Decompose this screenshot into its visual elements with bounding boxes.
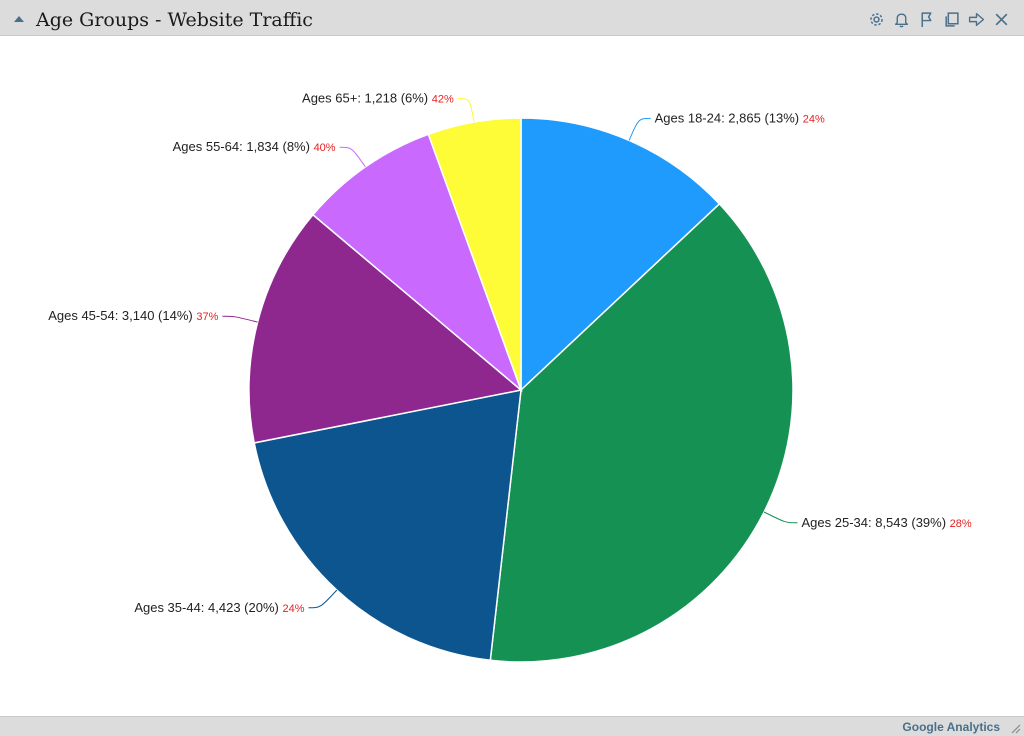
data-label-text: Ages 65+: 1,218 (6%) <box>302 91 432 106</box>
window-title: Age Groups - Website Traffic <box>36 9 313 31</box>
data-label-ages-55-64: Ages 55-64: 1,834 (8%) 40% <box>173 139 336 154</box>
connector-ages-65 <box>457 98 475 123</box>
pie-slice-ages-65[interactable] <box>427 117 522 391</box>
forward-icon[interactable] <box>967 10 985 28</box>
data-label-extra: 24% <box>282 603 304 615</box>
data-label-extra: 24% <box>803 113 825 125</box>
connector-ages-18-24 <box>628 117 651 141</box>
pie-slice-ages-55-64[interactable] <box>311 133 523 393</box>
data-label-extra: 40% <box>314 142 336 154</box>
resize-grip-icon[interactable] <box>1009 722 1021 734</box>
data-label-extra: 37% <box>196 311 218 323</box>
data-label-ages-18-24: Ages 18-24: 2,865 (13%) 24% <box>655 110 825 125</box>
bell-icon[interactable] <box>892 10 910 28</box>
pie-chart: Ages 18-24: 2,865 (13%) 24% Ages 25-34: 8… <box>48 91 972 663</box>
pie-slice-ages-25-34[interactable] <box>489 202 794 663</box>
footer-bar: Google Analytics <box>0 716 1024 736</box>
close-icon[interactable] <box>992 10 1010 28</box>
data-label-text: Ages 55-64: 1,834 (8%) <box>173 139 314 154</box>
pie-slice-ages-18-24[interactable] <box>520 117 721 392</box>
toolbar <box>867 10 1010 28</box>
data-label-ages-45-54: Ages 45-54: 3,140 (14%) 37% <box>48 308 218 323</box>
data-label-text: Ages 45-54: 3,140 (14%) <box>48 308 196 323</box>
gear-icon[interactable] <box>867 10 885 28</box>
data-label-text: Ages 25-34: 8,543 (39%) <box>802 515 950 530</box>
connector-ages-55-64 <box>339 146 366 168</box>
data-label-ages-25-34: Ages 25-34: 8,543 (39%) 28% <box>802 515 972 530</box>
data-label-ages-65: Ages 65+: 1,218 (6%) 42% <box>302 91 454 106</box>
flag-icon[interactable] <box>917 10 935 28</box>
pie-slice-ages-35-44[interactable] <box>253 389 522 662</box>
pie-slice-ages-45-54[interactable] <box>248 213 523 444</box>
connector-ages-25-34 <box>763 511 798 524</box>
data-label-text: Ages 18-24: 2,865 (13%) <box>655 110 803 125</box>
chart-area: Ages 18-24: 2,865 (13%) 24% Ages 25-34: 8… <box>0 37 1024 715</box>
copy-icon[interactable] <box>942 10 960 28</box>
connector-ages-45-54 <box>222 315 258 323</box>
title-bar: Age Groups - Website Traffic <box>0 0 1024 36</box>
footer-brand: Google Analytics <box>902 720 1000 734</box>
data-label-extra: 28% <box>950 518 972 530</box>
data-label-ages-35-44: Ages 35-44: 4,423 (20%) 24% <box>134 600 304 615</box>
collapse-caret-icon[interactable] <box>14 16 24 22</box>
data-label-extra: 42% <box>432 94 454 106</box>
data-label-text: Ages 35-44: 4,423 (20%) <box>134 600 282 615</box>
connector-ages-35-44 <box>308 589 338 609</box>
